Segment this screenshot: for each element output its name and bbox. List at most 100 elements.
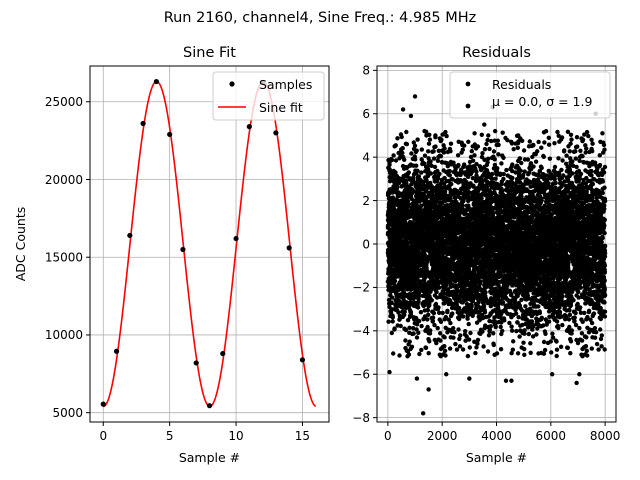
residual-point [411,175,416,181]
residual-point [466,337,472,342]
residual-point [410,187,415,193]
residual-point [418,281,423,286]
residual-point [431,156,437,161]
residual-point [505,138,510,143]
sample-point [113,348,120,354]
residual-point [415,168,420,173]
residual-point [397,156,402,161]
residual-point [387,304,392,310]
residual-point [517,156,523,161]
sample-point [246,124,252,130]
residual-point [426,141,432,146]
residual-point [498,324,503,330]
y-tick-label: 20000 [45,173,83,187]
residual-point [502,318,507,323]
y-tick-label: −2 [352,281,370,295]
residual-point [501,155,506,160]
residual-point [442,344,447,349]
residual-point [411,331,416,336]
residual-point [397,353,402,358]
y-tick-label: −8 [352,411,370,425]
residuals-marks [385,94,608,416]
residual-point [457,344,463,349]
residual-point [389,295,395,300]
sample-point [193,360,199,366]
residual-point [425,317,430,322]
residual-point [510,162,515,167]
y-tick-label: −6 [352,368,370,382]
residual-point [432,322,437,328]
sample-point [180,246,186,253]
residual-point [389,300,394,305]
y-tick-label: 15000 [45,251,83,265]
residual-point [460,347,466,352]
residual-point [509,328,515,333]
residual-point [460,203,465,208]
residual-point [447,168,452,174]
residual-point [488,324,493,329]
legend-samples-label: Samples [259,77,312,92]
sine-fit-marks [100,78,317,409]
residual-point [454,347,460,352]
residual-point [409,344,415,349]
residual-point [406,352,412,357]
residual-point [443,129,448,135]
residual-point [485,349,491,354]
y-tick-label: 5000 [52,406,83,420]
x-tick-label: 0 [384,429,392,443]
residual-point [416,330,421,335]
residual-point [491,342,496,348]
residual-point [476,299,481,305]
residual-point [438,331,443,336]
sine-fit-legend: Samples Sine fit [212,71,325,121]
residual-point [425,308,430,313]
residual-point [518,168,523,173]
residual-point [402,157,407,162]
residual-point [467,345,472,350]
residual-point [393,170,398,175]
residual-point [491,149,497,154]
residual-point [513,311,519,316]
residual-point [416,174,422,179]
residual-point [466,139,471,144]
y-tick-label: 0 [362,237,370,251]
residual-point [435,176,441,181]
residual-point [414,322,420,327]
residual-point [456,327,461,332]
residual-point [391,153,396,158]
residual-point [409,151,414,156]
residual-point [429,298,434,303]
sample-point [286,245,292,251]
residual-point [456,162,461,168]
y-tick-label: 2 [362,194,370,208]
sample-point [220,350,226,357]
residual-point [391,351,396,356]
residual-point [428,159,433,164]
residual-point [389,157,395,163]
residual-point [442,335,447,340]
sample-point [167,131,173,138]
sine-fit-title: Sine Fit [183,45,236,61]
residual-point [483,290,488,295]
residual-point [439,137,444,142]
residual-point [481,344,486,349]
residual-point [419,347,424,353]
residual-point [440,310,445,316]
residual-point [484,141,489,147]
residual-point [472,131,477,136]
residual-point [426,149,431,154]
residual-point [509,324,514,329]
residual-point [403,338,408,343]
residual-point [416,318,422,324]
residual-point [452,330,457,335]
residual-point [463,329,468,334]
residual-point [492,157,497,162]
residual-point [418,310,424,315]
residual-point [500,130,505,135]
residual-point [451,335,456,340]
residual-point [413,157,418,162]
residual-point [511,147,516,152]
residual-point [430,318,435,324]
residual-point [396,310,401,315]
residual-point [486,156,491,161]
